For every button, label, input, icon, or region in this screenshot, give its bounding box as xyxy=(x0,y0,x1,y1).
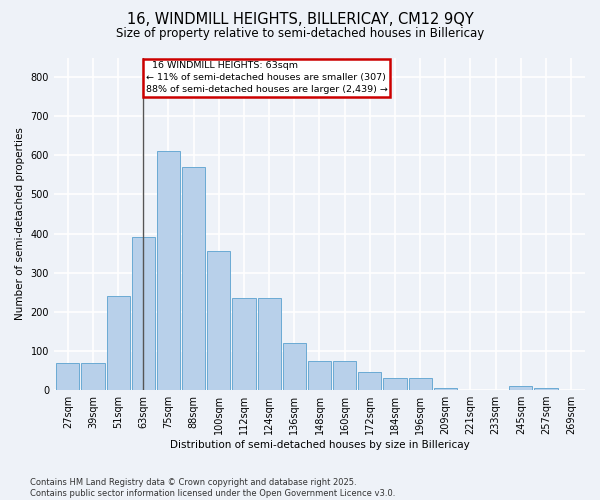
Bar xyxy=(434,388,457,390)
Bar xyxy=(207,251,230,390)
Bar xyxy=(82,364,104,390)
Bar xyxy=(157,152,180,390)
Y-axis label: Number of semi-detached properties: Number of semi-detached properties xyxy=(15,128,25,320)
Bar xyxy=(509,386,532,390)
Bar xyxy=(283,343,306,390)
Bar xyxy=(182,167,205,390)
Bar xyxy=(383,378,407,390)
Text: 16 WINDMILL HEIGHTS: 63sqm
← 11% of semi-detached houses are smaller (307)
88% o: 16 WINDMILL HEIGHTS: 63sqm ← 11% of semi… xyxy=(146,62,388,94)
X-axis label: Distribution of semi-detached houses by size in Billericay: Distribution of semi-detached houses by … xyxy=(170,440,469,450)
Text: Size of property relative to semi-detached houses in Billericay: Size of property relative to semi-detach… xyxy=(116,28,484,40)
Text: Contains HM Land Registry data © Crown copyright and database right 2025.
Contai: Contains HM Land Registry data © Crown c… xyxy=(30,478,395,498)
Bar xyxy=(232,298,256,390)
Text: 16, WINDMILL HEIGHTS, BILLERICAY, CM12 9QY: 16, WINDMILL HEIGHTS, BILLERICAY, CM12 9… xyxy=(127,12,473,28)
Bar xyxy=(257,298,281,390)
Bar xyxy=(131,238,155,390)
Bar xyxy=(333,360,356,390)
Bar xyxy=(107,296,130,390)
Bar xyxy=(358,372,382,390)
Bar xyxy=(56,364,79,390)
Bar xyxy=(409,378,432,390)
Bar xyxy=(308,360,331,390)
Bar xyxy=(535,388,557,390)
